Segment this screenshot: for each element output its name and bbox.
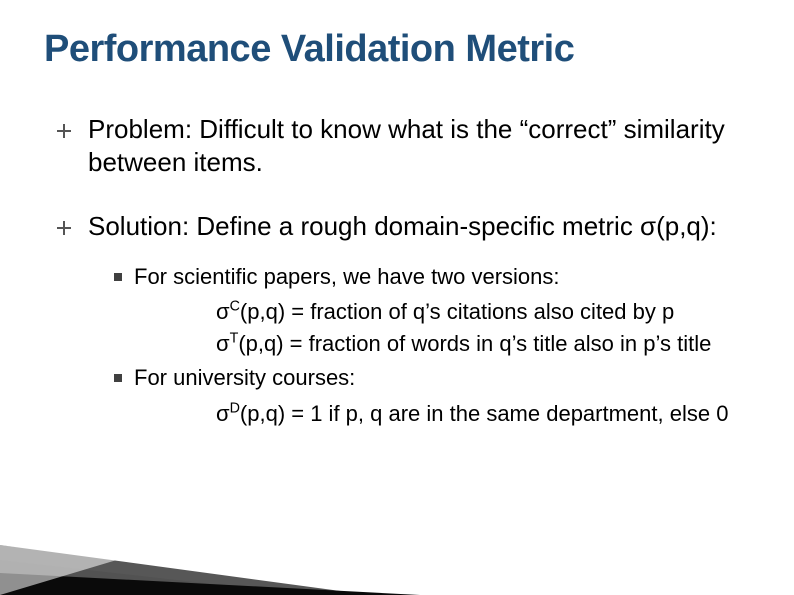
sigma-c-rest: (p,q) = fraction of q’s citations also c…	[240, 299, 674, 324]
sub-bullet-papers: For scientific papers, we have two versi…	[114, 263, 750, 292]
sigma-symbol: σ	[216, 401, 230, 426]
formula-sigma-t: σT(p,q) = fraction of words in q’s title…	[114, 329, 750, 359]
sub-bullet-courses: For university courses:	[114, 364, 750, 393]
sup-c: C	[230, 299, 240, 315]
bullet-problem: Problem: Difficult to know what is the “…	[44, 113, 750, 178]
sigma-t-rest: (p,q) = fraction of words in q’s title a…	[238, 331, 711, 356]
slide-title: Performance Validation Metric	[44, 28, 750, 71]
sigma-symbol: σ	[216, 299, 230, 324]
formula-sigma-d: σD(p,q) = 1 if p, q are in the same depa…	[114, 399, 750, 429]
corner-decoration	[0, 485, 420, 595]
sub-papers-text: For scientific papers, we have two versi…	[134, 263, 560, 292]
bullet-icon	[56, 220, 72, 236]
sup-t: T	[230, 330, 239, 346]
sigma-d-rest: (p,q) = 1 if p, q are in the same depart…	[240, 401, 729, 426]
sub-courses-text: For university courses:	[134, 364, 355, 393]
bullet-solution-text: Solution: Define a rough domain-specific…	[88, 210, 717, 243]
bullet-icon	[56, 123, 72, 139]
bullet-solution: Solution: Define a rough domain-specific…	[44, 210, 750, 243]
formula-sigma-c: σC(p,q) = fraction of q’s citations also…	[114, 297, 750, 327]
bullet-problem-text: Problem: Difficult to know what is the “…	[88, 113, 750, 178]
sigma-symbol: σ	[216, 331, 230, 356]
slide: Performance Validation Metric Problem: D…	[0, 0, 794, 595]
square-icon	[114, 273, 122, 281]
square-icon	[114, 374, 122, 382]
sup-d: D	[230, 401, 240, 417]
sub-list: For scientific papers, we have two versi…	[44, 263, 750, 429]
